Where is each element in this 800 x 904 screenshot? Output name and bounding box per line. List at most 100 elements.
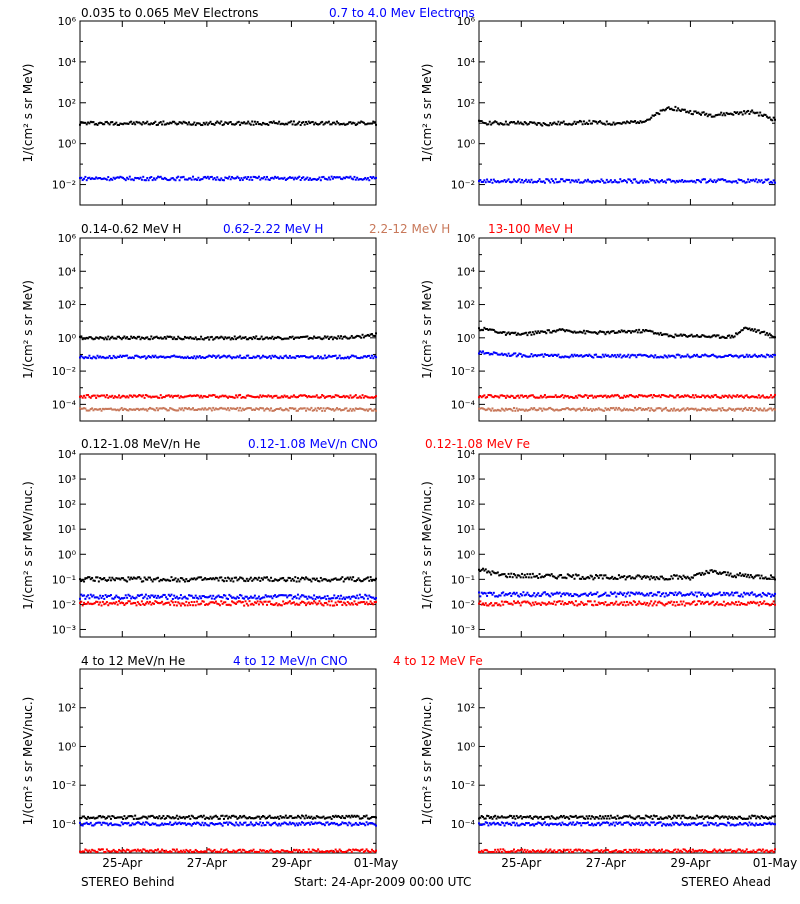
y-axis-label: 1/(cm² s sr MeV/nuc.) <box>420 481 434 610</box>
y-tick-label: 10⁰ <box>457 332 476 345</box>
data-point <box>184 581 186 583</box>
data-point <box>262 579 264 581</box>
data-point <box>572 574 574 576</box>
data-point <box>327 595 329 597</box>
data-point <box>308 601 310 603</box>
y-tick-label: 10⁻² <box>451 779 475 792</box>
data-point <box>375 850 377 852</box>
data-point <box>629 122 631 124</box>
data-point <box>192 176 194 178</box>
data-point <box>205 122 207 124</box>
data-point <box>773 600 775 602</box>
data-point <box>370 576 372 578</box>
data-point <box>596 604 598 606</box>
data-point <box>762 602 764 604</box>
data-point <box>118 600 120 602</box>
data-point <box>282 357 284 359</box>
series-tan <box>478 407 776 412</box>
data-point <box>599 181 601 183</box>
data-point <box>314 602 316 604</box>
data-point <box>175 817 177 819</box>
data-point <box>504 123 506 125</box>
data-point <box>771 182 773 184</box>
data-point <box>522 591 524 593</box>
data-point <box>672 410 674 412</box>
data-point <box>111 357 113 359</box>
data-point <box>226 848 228 850</box>
data-point <box>549 595 551 597</box>
series-red <box>79 848 377 853</box>
data-point <box>533 333 535 335</box>
data-point <box>598 577 600 579</box>
data-point <box>719 408 721 410</box>
data-point <box>532 594 534 596</box>
data-point <box>504 179 506 181</box>
data-point <box>606 179 608 181</box>
data-point <box>230 121 232 123</box>
data-point <box>699 591 701 593</box>
data-point <box>310 816 312 818</box>
data-point <box>170 336 172 338</box>
data-point <box>99 822 101 824</box>
data-point <box>631 604 633 606</box>
data-point <box>670 601 672 603</box>
y-tick-label: 10⁰ <box>58 740 77 753</box>
data-point <box>133 122 135 124</box>
data-point <box>111 395 113 397</box>
data-point <box>92 594 94 596</box>
data-point <box>236 407 238 409</box>
data-point <box>557 354 559 356</box>
data-point <box>162 120 164 122</box>
data-point <box>265 824 267 826</box>
data-point <box>333 594 335 596</box>
data-point <box>508 331 510 333</box>
data-point <box>689 579 691 581</box>
data-point <box>748 327 750 329</box>
data-point <box>673 408 675 410</box>
data-point <box>306 123 308 125</box>
data-point <box>536 332 538 334</box>
data-point <box>574 604 576 606</box>
data-point <box>633 410 635 412</box>
data-point <box>530 576 532 578</box>
data-point <box>774 354 776 356</box>
data-point <box>196 179 198 181</box>
data-point <box>681 578 683 580</box>
data-point <box>658 578 660 580</box>
data-point <box>240 851 242 853</box>
data-point <box>366 595 368 597</box>
data-point <box>304 407 306 409</box>
data-point <box>526 334 528 336</box>
data-point <box>172 598 174 600</box>
data-point <box>223 123 225 125</box>
data-point <box>375 356 377 358</box>
data-point <box>355 597 357 599</box>
data-point <box>324 410 326 412</box>
data-point <box>107 336 109 338</box>
data-point <box>540 604 542 606</box>
data-point <box>230 178 232 180</box>
data-point <box>109 816 111 818</box>
data-point <box>278 121 280 123</box>
data-point <box>129 595 131 597</box>
data-point <box>200 824 202 826</box>
data-point <box>348 578 350 580</box>
data-point <box>250 407 252 409</box>
y-tick-label: 10⁻⁴ <box>451 398 476 411</box>
data-point <box>152 580 154 582</box>
data-point <box>181 407 183 409</box>
data-point <box>621 601 623 603</box>
data-point <box>242 179 244 181</box>
data-point <box>656 594 658 596</box>
data-point <box>300 824 302 826</box>
data-point <box>594 600 596 602</box>
data-point <box>609 409 611 411</box>
data-point <box>368 355 370 357</box>
data-point <box>548 329 550 331</box>
data-point <box>222 815 224 817</box>
data-point <box>298 598 300 600</box>
data-point <box>309 409 311 411</box>
data-point <box>246 603 248 605</box>
data-point <box>370 357 372 359</box>
data-point <box>288 409 290 411</box>
